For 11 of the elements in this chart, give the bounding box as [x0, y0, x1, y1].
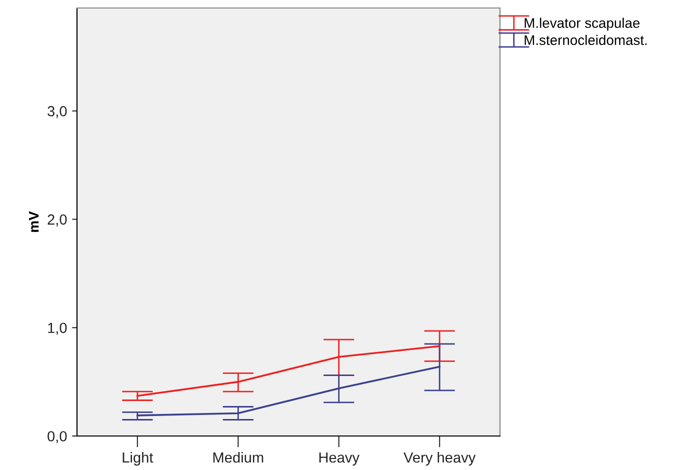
- x-tick-label: Heavy: [319, 452, 360, 466]
- y-axis-title: mV: [29, 211, 39, 232]
- y-tick-label: 2,0: [48, 214, 67, 226]
- y-tick-label: 3,0: [48, 106, 67, 118]
- x-tick-label: Very heavy: [404, 452, 476, 466]
- legend-label: M.levator scapulae: [524, 18, 640, 31]
- legend-label: M.sternocleidomast.: [524, 34, 647, 46]
- y-tick-label: 0,0: [48, 431, 67, 444]
- y-tick-label: 1,0: [48, 322, 67, 335]
- x-tick-label: Medium: [213, 452, 264, 463]
- x-tick-label: Light: [122, 452, 154, 466]
